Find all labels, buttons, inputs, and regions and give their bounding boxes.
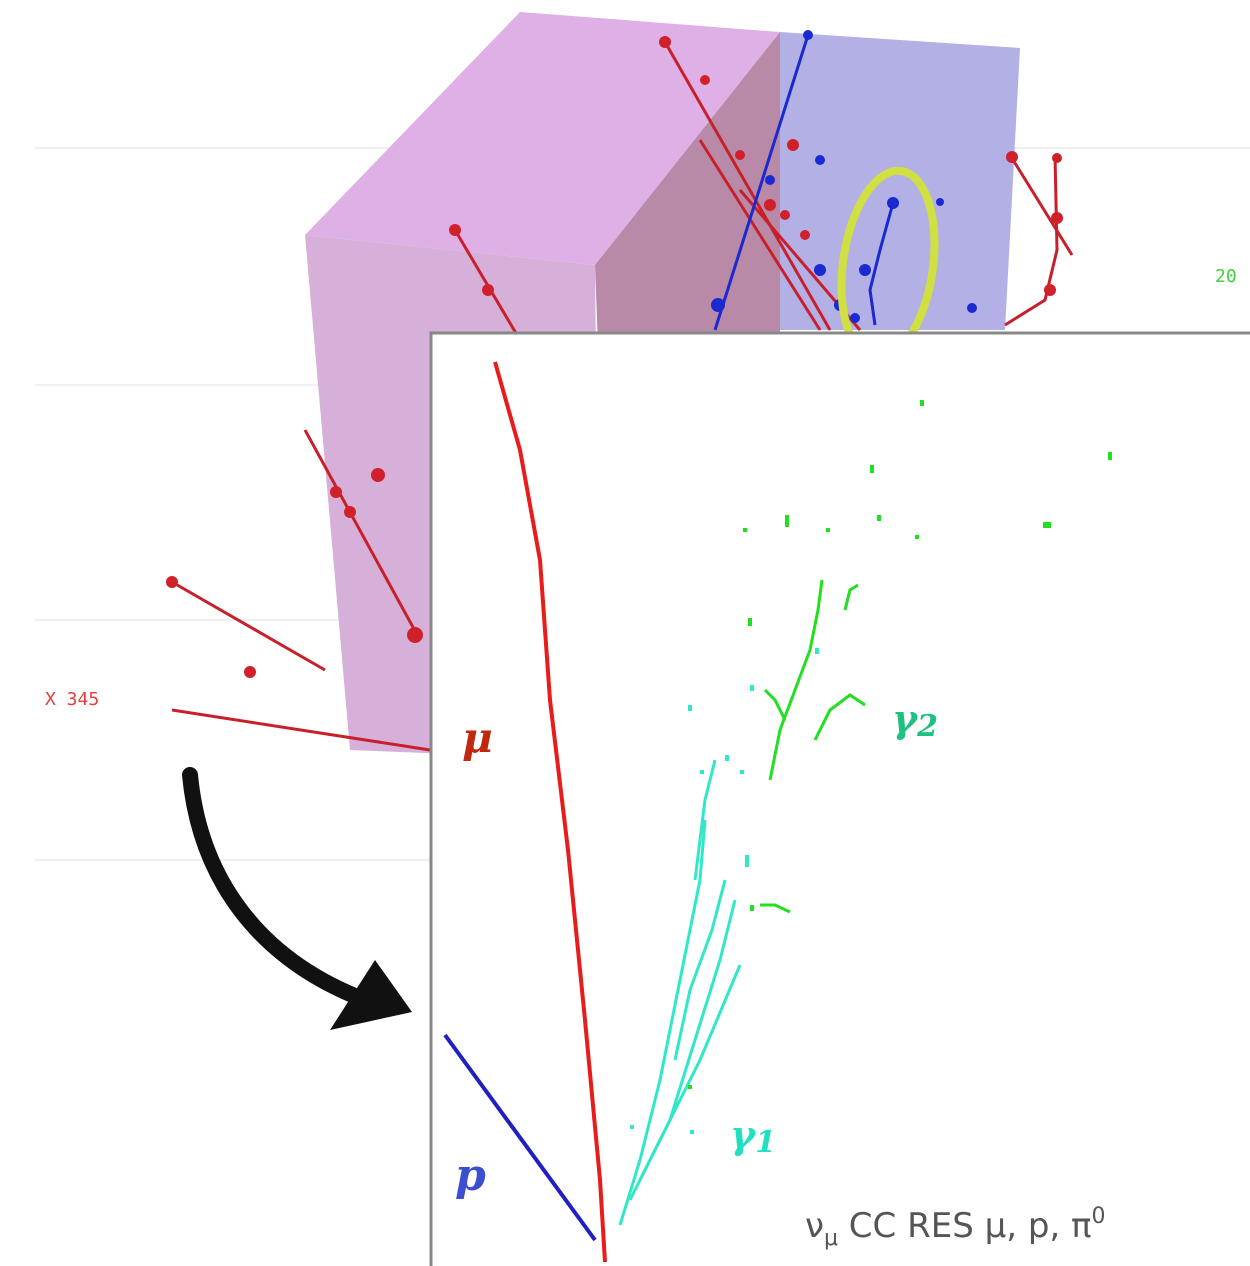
gamma2-index: 2 bbox=[916, 709, 938, 744]
axis-label: X 345 bbox=[45, 689, 99, 710]
caption-neutrino: ν bbox=[805, 1206, 824, 1246]
inset-frame bbox=[431, 333, 1250, 1266]
edge-label: 20 bbox=[1215, 266, 1237, 287]
arrow bbox=[190, 775, 412, 1030]
blue-volume bbox=[780, 32, 1020, 330]
event-display: X 345 20 bbox=[0, 0, 1250, 1266]
proton-label: p bbox=[455, 1150, 486, 1201]
caption-text: CC RES μ, p, π bbox=[838, 1206, 1092, 1246]
caption-flavor: μ bbox=[824, 1226, 838, 1251]
gamma1-index: 1 bbox=[755, 1125, 776, 1160]
gamma1-symbol: γ bbox=[730, 1112, 757, 1157]
gamma2-symbol: γ bbox=[892, 696, 919, 741]
caption: νμ CC RES μ, p, π0 bbox=[805, 1204, 1106, 1251]
inset: μ p γ2 γ1 νμ CC RES μ, p, π0 bbox=[431, 333, 1250, 1266]
muon-label: μ bbox=[462, 713, 493, 762]
caption-charge: 0 bbox=[1092, 1204, 1106, 1229]
